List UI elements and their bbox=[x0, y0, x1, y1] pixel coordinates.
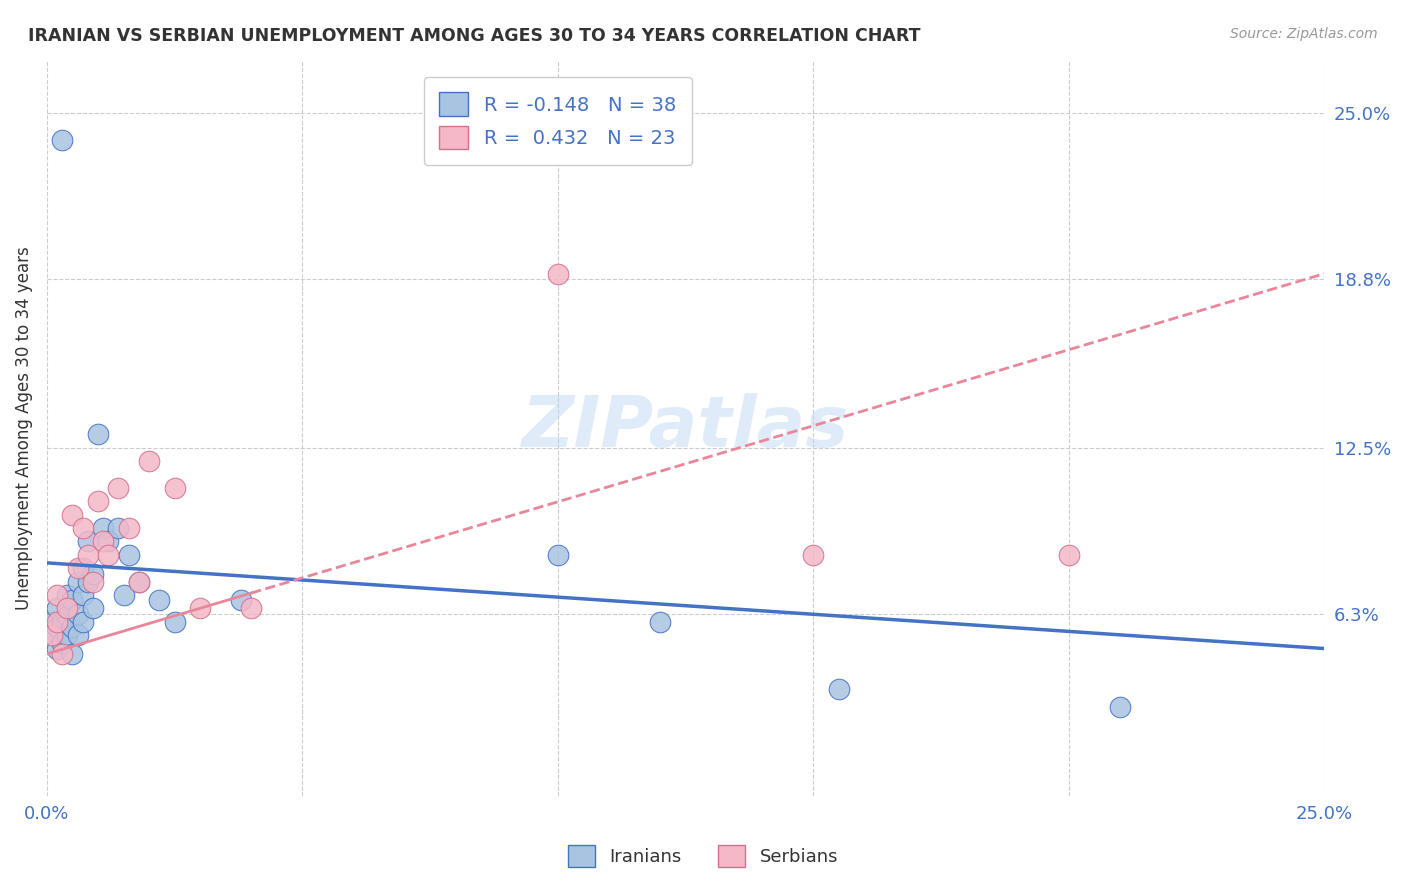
Point bbox=[163, 481, 186, 495]
Point bbox=[91, 534, 114, 549]
Point bbox=[87, 427, 110, 442]
Point bbox=[1108, 700, 1130, 714]
Point bbox=[62, 593, 84, 607]
Point bbox=[56, 588, 79, 602]
Point bbox=[46, 601, 69, 615]
Point bbox=[87, 494, 110, 508]
Point bbox=[41, 628, 63, 642]
Point bbox=[46, 620, 69, 634]
Point bbox=[107, 481, 129, 495]
Point bbox=[51, 615, 73, 629]
Point bbox=[51, 647, 73, 661]
Point bbox=[66, 607, 89, 621]
Point bbox=[163, 615, 186, 629]
Legend: Iranians, Serbians: Iranians, Serbians bbox=[561, 838, 845, 874]
Point bbox=[112, 588, 135, 602]
Point bbox=[240, 601, 263, 615]
Point bbox=[62, 620, 84, 634]
Point bbox=[72, 588, 94, 602]
Point bbox=[97, 534, 120, 549]
Point bbox=[82, 601, 104, 615]
Point bbox=[41, 615, 63, 629]
Point bbox=[56, 628, 79, 642]
Point bbox=[138, 454, 160, 468]
Point bbox=[97, 548, 120, 562]
Point bbox=[128, 574, 150, 589]
Point bbox=[46, 615, 69, 629]
Point bbox=[148, 593, 170, 607]
Point bbox=[76, 574, 98, 589]
Point bbox=[188, 601, 211, 615]
Point bbox=[801, 548, 824, 562]
Point bbox=[91, 521, 114, 535]
Text: ZIPatlas: ZIPatlas bbox=[522, 393, 849, 462]
Text: IRANIAN VS SERBIAN UNEMPLOYMENT AMONG AGES 30 TO 34 YEARS CORRELATION CHART: IRANIAN VS SERBIAN UNEMPLOYMENT AMONG AG… bbox=[28, 27, 921, 45]
Point bbox=[66, 628, 89, 642]
Point bbox=[62, 508, 84, 522]
Point bbox=[76, 534, 98, 549]
Point bbox=[46, 641, 69, 656]
Point bbox=[547, 548, 569, 562]
Point bbox=[648, 615, 671, 629]
Text: Source: ZipAtlas.com: Source: ZipAtlas.com bbox=[1230, 27, 1378, 41]
Point bbox=[76, 548, 98, 562]
Point bbox=[66, 574, 89, 589]
Point bbox=[56, 601, 79, 615]
Point bbox=[82, 566, 104, 581]
Point bbox=[41, 628, 63, 642]
Legend: R = -0.148   N = 38, R =  0.432   N = 23: R = -0.148 N = 38, R = 0.432 N = 23 bbox=[423, 77, 692, 165]
Point bbox=[51, 133, 73, 147]
Point bbox=[72, 615, 94, 629]
Point bbox=[46, 588, 69, 602]
Point bbox=[72, 561, 94, 575]
Point bbox=[62, 647, 84, 661]
Point bbox=[1057, 548, 1080, 562]
Point bbox=[117, 521, 139, 535]
Point bbox=[51, 636, 73, 650]
Point bbox=[117, 548, 139, 562]
Point bbox=[128, 574, 150, 589]
Point bbox=[547, 267, 569, 281]
Point bbox=[56, 609, 79, 624]
Point bbox=[72, 521, 94, 535]
Point bbox=[828, 681, 851, 696]
Point bbox=[107, 521, 129, 535]
Point bbox=[82, 574, 104, 589]
Point bbox=[229, 593, 252, 607]
Point bbox=[66, 561, 89, 575]
Y-axis label: Unemployment Among Ages 30 to 34 years: Unemployment Among Ages 30 to 34 years bbox=[15, 246, 32, 609]
